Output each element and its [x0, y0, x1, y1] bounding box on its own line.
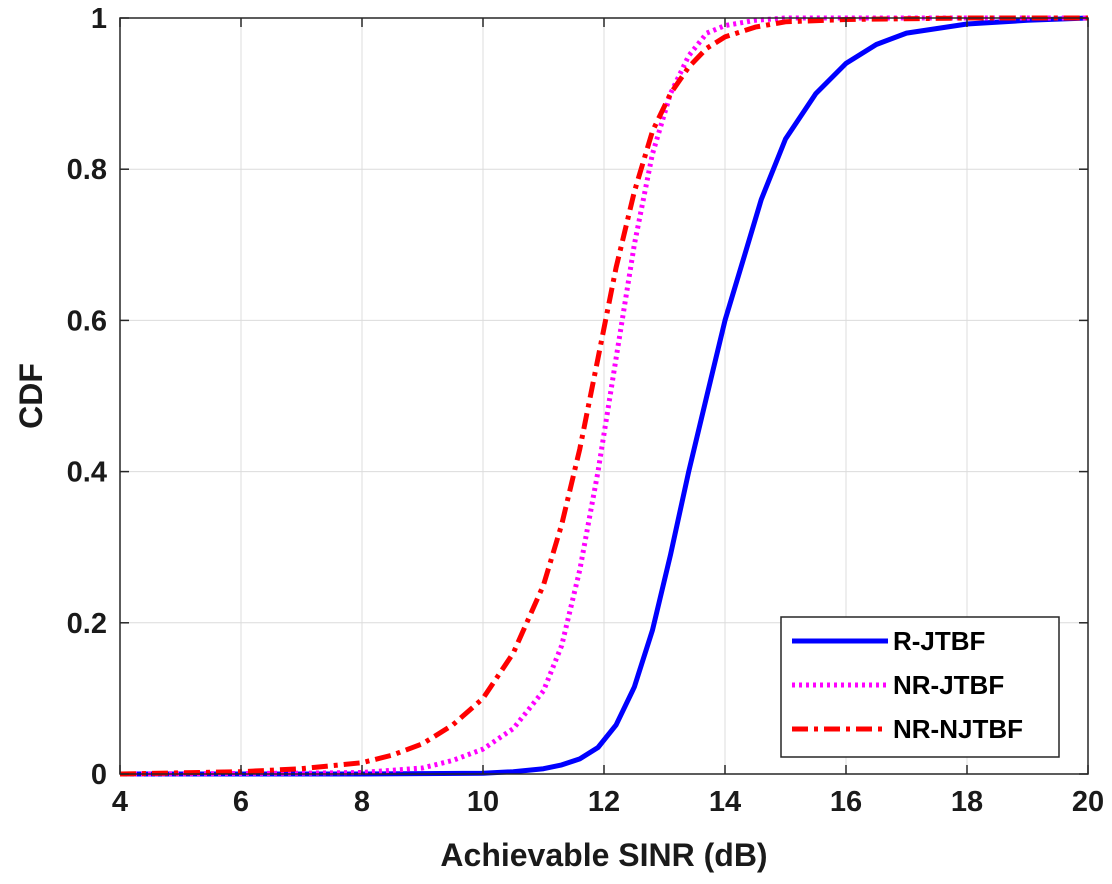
- ticks: [119, 17, 1089, 775]
- series-line-nr-jtbf: [119, 15, 1088, 777]
- x-tick-label: 20: [1072, 786, 1104, 818]
- series-layer: [119, 15, 1089, 777]
- series-line-nr-njtbf: [119, 15, 1088, 777]
- x-tick-label: 14: [709, 786, 741, 818]
- legend-label-r-jtbf: R-JTBF: [893, 626, 985, 656]
- x-tick-label: 16: [830, 786, 862, 818]
- x-axis-title: Achievable SINR (dB): [440, 837, 767, 873]
- y-tick-label: 0.2: [67, 608, 107, 640]
- x-tick-label: 8: [354, 786, 370, 818]
- y-tick-label: 0.4: [67, 457, 107, 489]
- y-tick-label: 1: [91, 3, 107, 35]
- x-tick-label: 18: [951, 786, 983, 818]
- legend-label-nr-jtbf: NR-JTBF: [893, 670, 1004, 700]
- legend: R-JTBF NR-JTBF NR-NJTBF: [780, 616, 1060, 758]
- x-tick-label: 6: [233, 786, 249, 818]
- x-tick-label: 4: [112, 786, 128, 818]
- legend-label-nr-njtbf: NR-NJTBF: [893, 714, 1023, 744]
- y-tick-label: 0: [91, 759, 107, 791]
- x-tick-label: 10: [467, 786, 499, 818]
- y-tick-label: 0.6: [67, 305, 107, 337]
- x-tick-label: 12: [588, 786, 620, 818]
- y-axis-title: CDF: [13, 363, 49, 429]
- y-tick-label: 0.8: [67, 154, 107, 186]
- series-line-r-jtbf: [120, 15, 1089, 777]
- tick-labels: 4 6 8 10 12 14 16 18 20 0 0.2 0.4 0.6 0.8 1: [67, 3, 1104, 818]
